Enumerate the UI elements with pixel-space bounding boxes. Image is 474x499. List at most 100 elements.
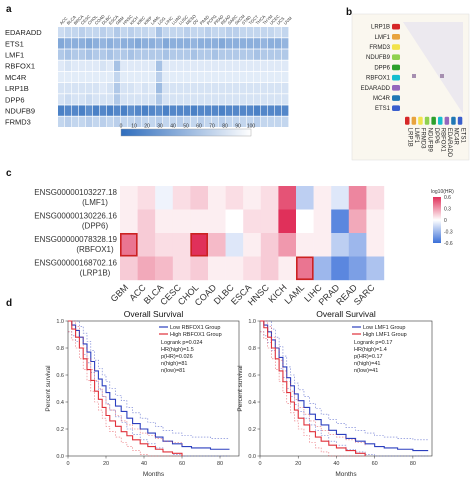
panel-a-col-label: SARC: [227, 14, 239, 26]
survival-curve-high: [260, 320, 366, 456]
panel-a-col-label: UVM: [283, 15, 293, 25]
panel-a-cell: [79, 83, 86, 94]
panel-a-cell: [177, 116, 184, 127]
panel-a-cell: [58, 105, 65, 116]
panel-c-cell: [366, 209, 385, 234]
panel-c-cell: [331, 209, 349, 234]
panel-a-cell: [128, 38, 135, 49]
y-tick-label: 0.4: [56, 400, 64, 406]
panel-a-col-label: UCEC: [269, 14, 281, 26]
panel-c-cell: [313, 256, 332, 281]
panel-a-cell: [226, 38, 233, 49]
survival-plot-title: Overall Survival: [124, 309, 184, 319]
panel-a-colorbar-tick: 10: [131, 124, 137, 130]
panel-a-cell: [177, 71, 184, 83]
panel-b-corr-cell: [412, 74, 416, 78]
panel-a-cell: [121, 116, 128, 127]
panel-c-colorbar: [433, 197, 441, 243]
panel-c-cell: [190, 209, 209, 234]
panel-a-cell: [261, 27, 268, 38]
panel-a-cell: [212, 83, 219, 94]
panel-d-survival: Overall Survival 0 20 40 60 80 0.0 0.2 0.4 0.6 0.8…: [45, 309, 433, 478]
panel-a-row-label: MC4R: [5, 73, 27, 82]
panel-a-cell: [163, 94, 170, 105]
panel-a-cell: [107, 49, 114, 60]
panel-a-col-label: KICH: [129, 15, 140, 26]
panel-b-row-swatch: [392, 74, 400, 81]
x-tick-label: 80: [410, 461, 416, 467]
panel-a-col-label: PCPG: [206, 14, 218, 26]
panel-a-cell: [247, 71, 254, 83]
panel-b-row-label: LMF1: [375, 35, 391, 41]
panel-a-col-label: ACC: [59, 16, 69, 26]
panel-a-cell: [261, 71, 268, 83]
panel-a-cell: [86, 105, 93, 116]
panel-a-col-label: THCA: [255, 14, 267, 26]
panel-c-cell: [243, 209, 261, 234]
panel-a-cell: [128, 71, 135, 83]
panel-a-cell: [184, 49, 191, 60]
panel-a-cell: [93, 60, 100, 71]
panel-a-cell: [282, 83, 289, 94]
panel-c-cell: [313, 186, 332, 210]
survival-ci-low: [68, 320, 230, 439]
panel-a-cell: [268, 71, 275, 83]
panel-c-cell: [348, 209, 367, 234]
panel-a-cell: [233, 105, 240, 116]
x-axis-label: Months: [335, 471, 357, 478]
panel-b-row-swatch: [392, 23, 400, 30]
panel-a-cell: [79, 38, 86, 49]
panel-a-colorbar-tick: 0: [120, 124, 123, 130]
panel-a-cell: [233, 49, 240, 60]
y-tick-label: 1.0: [56, 319, 64, 325]
panel-a-cell: [163, 105, 170, 116]
survival-stat: Logrank p=0.17: [354, 340, 392, 346]
panel-a-cell: [282, 60, 289, 71]
panel-a-cell: [268, 60, 275, 71]
panel-a-cell: [149, 60, 156, 71]
panel-c-row-gene: (LRP1B): [80, 269, 111, 278]
panel-b-col-label: FRMD3: [420, 128, 426, 149]
panel-a-cell: [170, 49, 177, 60]
panel-b-col-swatch: [438, 116, 443, 125]
panel-a-cell: [65, 38, 72, 49]
panel-a-cell: [184, 116, 191, 127]
panel-b-col-swatch: [424, 116, 430, 125]
panel-a-row-label: RBFOX1: [5, 62, 35, 71]
panel-a-cell: [170, 27, 177, 38]
panel-b-col-label: DPP6: [433, 128, 439, 144]
x-tick-label: 60: [372, 461, 378, 467]
panel-a-cell: [128, 116, 135, 127]
panel-c-cell: [137, 233, 156, 257]
panel-a-cell: [191, 105, 198, 116]
panel-a-cell: [226, 27, 233, 38]
panel-a-colorbar-tick: 30: [157, 124, 163, 130]
panel-b-row-label: LRP1B: [371, 25, 390, 31]
panel-a-cell: [107, 116, 114, 127]
panel-a-cell: [93, 27, 100, 38]
panel-a-cell: [282, 38, 289, 49]
panel-a-cell: [170, 94, 177, 105]
panel-a-cell: [72, 49, 79, 60]
panel-a-cell: [149, 105, 156, 116]
panel-a-cell: [247, 83, 254, 94]
panel-c-cell: [208, 186, 226, 210]
panel-b-col-label: MC4R: [453, 128, 459, 146]
panel-a-cell: [275, 116, 282, 127]
panel-a-cell: [79, 27, 86, 38]
legend-label-low: Low LMF1 Group: [363, 325, 406, 331]
panel-c-cell: [260, 233, 279, 257]
panel-a-cell: [282, 94, 289, 105]
panel-a-cell: [240, 83, 247, 94]
panel-a-cell: [107, 94, 114, 105]
panel-a-cell: [72, 38, 79, 49]
panel-a-cell: [268, 27, 275, 38]
panel-a-cell: [149, 116, 156, 127]
survival-stat: n(high)=41: [354, 361, 380, 367]
panel-c-cell: [120, 209, 138, 234]
panel-c-cell: [331, 186, 349, 210]
panel-a-cell: [142, 49, 149, 60]
panel-a-cell: [121, 94, 128, 105]
panel-c-cell: [313, 233, 332, 257]
panel-a-col-label: GBM: [115, 15, 126, 26]
